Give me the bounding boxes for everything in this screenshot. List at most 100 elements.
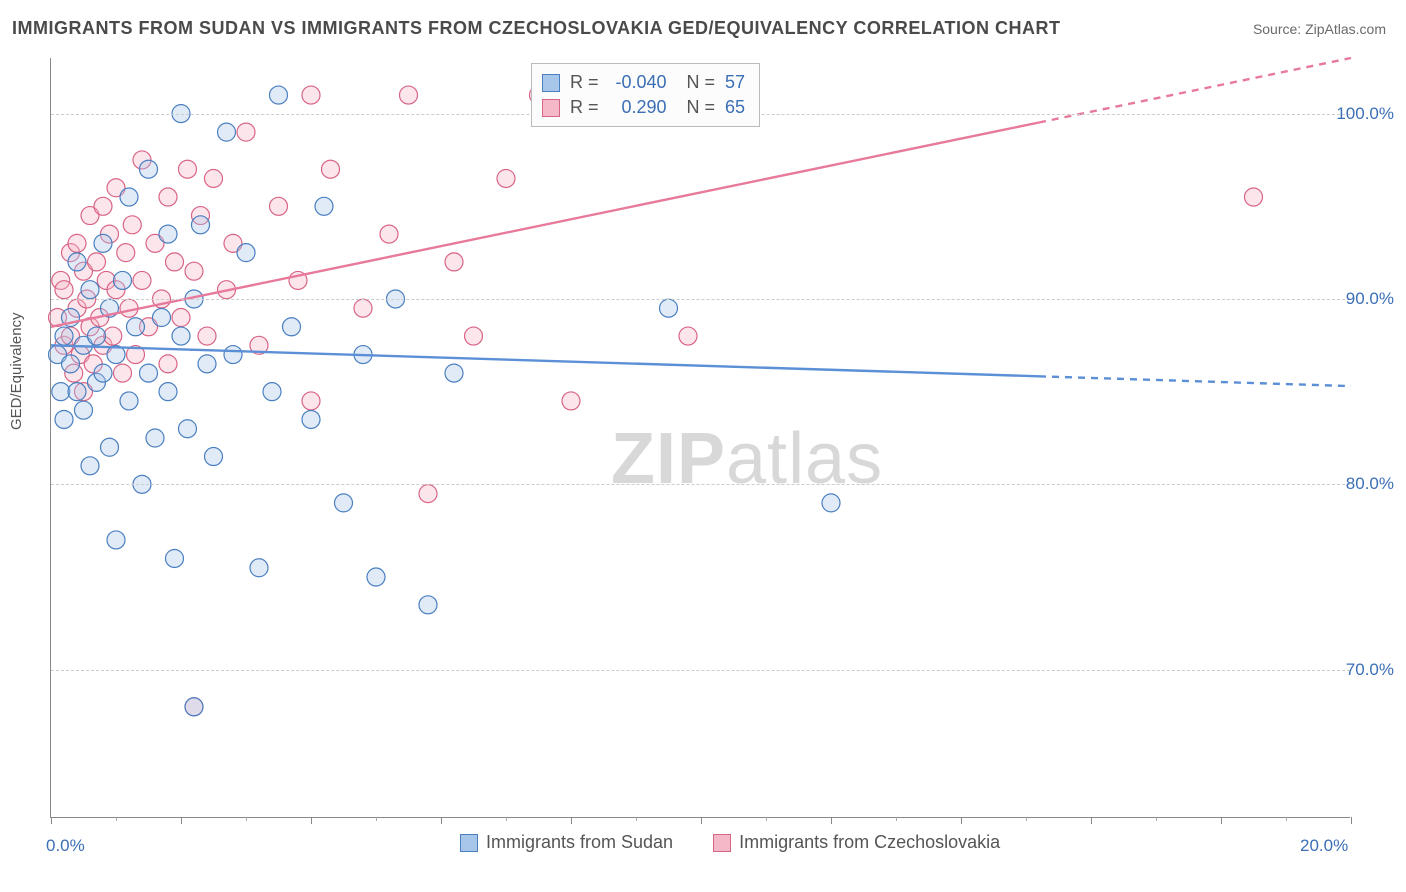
czech-point	[237, 123, 255, 141]
r-label: R =	[570, 70, 599, 95]
czech-point	[445, 253, 463, 271]
czech-point	[322, 160, 340, 178]
n-label: N =	[687, 95, 716, 120]
legend-item-czech: Immigrants from Czechoslovakia	[713, 832, 1000, 853]
r-value: -0.040	[609, 70, 667, 95]
n-value: 65	[725, 95, 745, 120]
source-label: Source: ZipAtlas.com	[1253, 21, 1386, 37]
sudan-point	[68, 383, 86, 401]
sudan-point	[237, 244, 255, 262]
sudan-point	[302, 410, 320, 428]
sudan-point	[224, 346, 242, 364]
stats-box: R = -0.040 N = 57 R = 0.290 N = 65	[531, 63, 760, 127]
plot-area: ZIPatlasR =-0.040N =57R =0.290N =65	[50, 58, 1350, 818]
czech-point	[302, 392, 320, 410]
sudan-point	[185, 698, 203, 716]
y-axis-label: GED/Equivalency	[8, 312, 25, 430]
sudan-point	[68, 253, 86, 271]
sudan-point	[52, 383, 70, 401]
sudan-swatch-icon	[542, 74, 560, 92]
sudan-point	[250, 559, 268, 577]
sudan-point	[822, 494, 840, 512]
sudan-point	[172, 327, 190, 345]
sudan-point	[283, 318, 301, 336]
sudan-point	[367, 568, 385, 586]
r-value: 0.290	[609, 95, 667, 120]
sudan-trendline-extrapolated	[1039, 376, 1351, 386]
y-tick-label: 70.0%	[1346, 660, 1394, 680]
sudan-point	[419, 596, 437, 614]
x-tick-label: 20.0%	[1300, 836, 1348, 856]
sudan-point	[153, 309, 171, 327]
stats-row-czech: R = 0.290 N = 65	[542, 95, 745, 120]
sudan-point	[445, 364, 463, 382]
czech-point	[114, 364, 132, 382]
header-row: IMMIGRANTS FROM SUDAN VS IMMIGRANTS FROM…	[12, 18, 1386, 39]
sudan-point	[146, 429, 164, 447]
czech-point	[68, 234, 86, 252]
sudan-point	[660, 299, 678, 317]
n-label: N =	[687, 70, 716, 95]
y-tick-label: 80.0%	[1346, 474, 1394, 494]
sudan-point	[315, 197, 333, 215]
sudan-point	[94, 234, 112, 252]
series-legend: Immigrants from Sudan Immigrants from Cze…	[460, 832, 1000, 853]
czech-point	[123, 216, 141, 234]
legend-item-sudan: Immigrants from Sudan	[460, 832, 673, 853]
y-tick-label: 100.0%	[1336, 104, 1394, 124]
sudan-point	[159, 383, 177, 401]
czech-point	[94, 197, 112, 215]
czech-point	[205, 169, 223, 187]
czech-point	[104, 327, 122, 345]
czech-point	[400, 86, 418, 104]
sudan-point	[179, 420, 197, 438]
plot-svg	[51, 58, 1350, 817]
sudan-point	[120, 188, 138, 206]
sudan-point	[55, 410, 73, 428]
sudan-point	[55, 327, 73, 345]
czech-point	[159, 355, 177, 373]
sudan-point	[192, 216, 210, 234]
sudan-point	[127, 318, 145, 336]
czech-point	[88, 253, 106, 271]
czech-point	[1245, 188, 1263, 206]
r-label: R =	[570, 95, 599, 120]
sudan-point	[101, 438, 119, 456]
czech-point	[179, 160, 197, 178]
sudan-point	[218, 123, 236, 141]
sudan-point	[107, 531, 125, 549]
sudan-point	[263, 383, 281, 401]
sudan-point	[198, 355, 216, 373]
czech-point	[354, 299, 372, 317]
sudan-point	[140, 160, 158, 178]
sudan-point	[114, 271, 132, 289]
stats-row-sudan: R = -0.040 N = 57	[542, 70, 745, 95]
czech-point	[497, 169, 515, 187]
x-tick-label: 0.0%	[46, 836, 85, 856]
czech-point	[302, 86, 320, 104]
czech-point	[198, 327, 216, 345]
sudan-point	[62, 355, 80, 373]
sudan-point	[120, 392, 138, 410]
y-tick-label: 90.0%	[1346, 289, 1394, 309]
czech-swatch-icon	[713, 834, 731, 852]
sudan-point	[88, 327, 106, 345]
czech-point	[55, 281, 73, 299]
czech-point	[159, 188, 177, 206]
czech-point	[679, 327, 697, 345]
czech-point	[172, 309, 190, 327]
legend-label: Immigrants from Czechoslovakia	[739, 832, 1000, 853]
czech-point	[185, 262, 203, 280]
czech-point	[562, 392, 580, 410]
sudan-point	[94, 364, 112, 382]
sudan-point	[335, 494, 353, 512]
czech-point	[270, 197, 288, 215]
legend-label: Immigrants from Sudan	[486, 832, 673, 853]
sudan-point	[205, 448, 223, 466]
czech-point	[166, 253, 184, 271]
sudan-swatch-icon	[460, 834, 478, 852]
czech-point	[380, 225, 398, 243]
czech-point	[419, 485, 437, 503]
czech-swatch-icon	[542, 99, 560, 117]
n-value: 57	[725, 70, 745, 95]
